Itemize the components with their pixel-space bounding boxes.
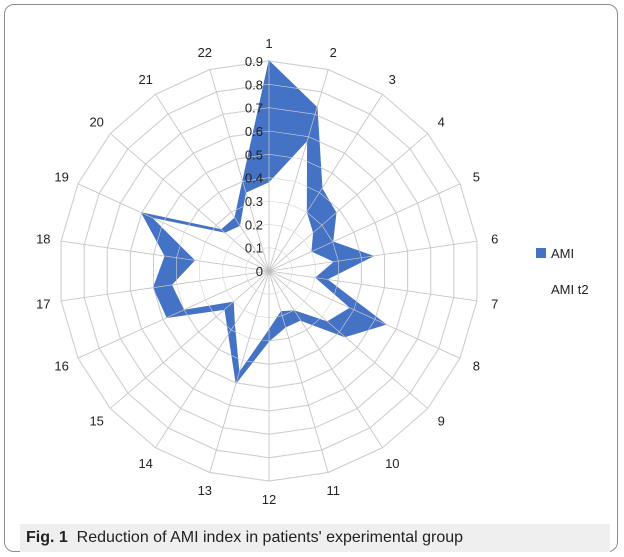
spoke-line (110, 133, 270, 272)
category-label: 16 (54, 359, 68, 374)
spoke-line (110, 270, 270, 409)
radial-tick-label: 0.9 (245, 54, 263, 69)
spoke-line (77, 270, 270, 359)
spoke-line (268, 270, 461, 359)
spoke-line (209, 270, 270, 473)
spoke-line (209, 69, 270, 272)
radial-tick-label: 0.3 (245, 194, 263, 209)
spoke-line (77, 183, 270, 272)
spoke-line (61, 240, 270, 272)
category-label: 2 (330, 45, 337, 60)
radial-tick-label: 0 (256, 264, 263, 279)
spoke-line (268, 270, 383, 448)
spoke-line (61, 270, 270, 302)
category-label: 15 (89, 413, 103, 428)
category-label: 20 (89, 115, 103, 130)
legend-label-ami-t2: AMI t2 (551, 281, 589, 297)
legend-swatch-ami (536, 248, 546, 258)
grid-ring-overlay (176, 177, 362, 365)
radial-tick-label: 0.5 (245, 147, 263, 162)
grid-ring-overlay (199, 200, 339, 342)
category-label: 19 (54, 169, 68, 184)
category-label: 7 (491, 296, 498, 311)
radial-tick-labels: 0 0.1 0.2 0.3 0.4 0.5 0.6 0.7 0.8 0.9 (245, 54, 263, 279)
category-label: 11 (326, 483, 340, 498)
legend-swatch-ami-t2 (536, 284, 546, 294)
radial-tick-label: 0.4 (245, 171, 263, 186)
category-label: 5 (473, 169, 480, 184)
category-label: 21 (138, 72, 152, 87)
caption-label: Fig. 1 (26, 529, 68, 546)
spoke-line (268, 270, 477, 302)
spoke-line (268, 94, 383, 272)
category-label: 8 (473, 359, 480, 374)
spoke-line (268, 240, 477, 272)
legend-item-ami-t2: AMI t2 (536, 280, 589, 298)
spoke-line (268, 270, 329, 473)
grid-ring-overlay (222, 223, 316, 319)
category-label: 14 (138, 456, 152, 471)
spoke-line (155, 270, 270, 448)
category-label: 1 (265, 36, 272, 51)
figure-caption: Fig. 1 Reduction of AMI index in patient… (20, 524, 610, 552)
grid-ring-overlay (245, 247, 293, 295)
radial-tick-label: 0.2 (245, 217, 263, 232)
category-label: 3 (389, 72, 396, 87)
radial-tick-label: 0.7 (245, 101, 263, 116)
legend: AMI AMI t2 (536, 244, 589, 316)
grid-ring-overlay (153, 153, 385, 389)
radial-tick-label: 0.8 (245, 77, 263, 92)
radar-spokes (60, 60, 478, 482)
grid-ring-overlay (107, 107, 432, 435)
category-label: 12 (262, 492, 276, 507)
category-label: 4 (438, 115, 445, 130)
grid-ring-overlay (83, 83, 455, 459)
spoke-line (268, 133, 428, 272)
spoke-line (268, 183, 461, 272)
spoke-line (268, 69, 329, 272)
category-label: 9 (438, 413, 445, 428)
category-label: 13 (198, 483, 212, 498)
category-label: 18 (36, 232, 50, 247)
grid-ring-overlay (130, 130, 408, 412)
spoke-line (268, 270, 428, 409)
category-label: 22 (198, 45, 212, 60)
grid-ring-overlay (60, 60, 478, 482)
spoke-line (155, 94, 270, 272)
category-label: 6 (491, 232, 498, 247)
legend-item-ami: AMI (536, 244, 589, 262)
radial-tick-label: 0.6 (245, 124, 263, 139)
legend-label-ami: AMI (551, 245, 575, 261)
category-label: 10 (385, 456, 399, 471)
category-label: 17 (36, 296, 50, 311)
radial-tick-label: 0.1 (245, 241, 263, 256)
caption-text: Reduction of AMI index in patients' expe… (76, 529, 464, 546)
